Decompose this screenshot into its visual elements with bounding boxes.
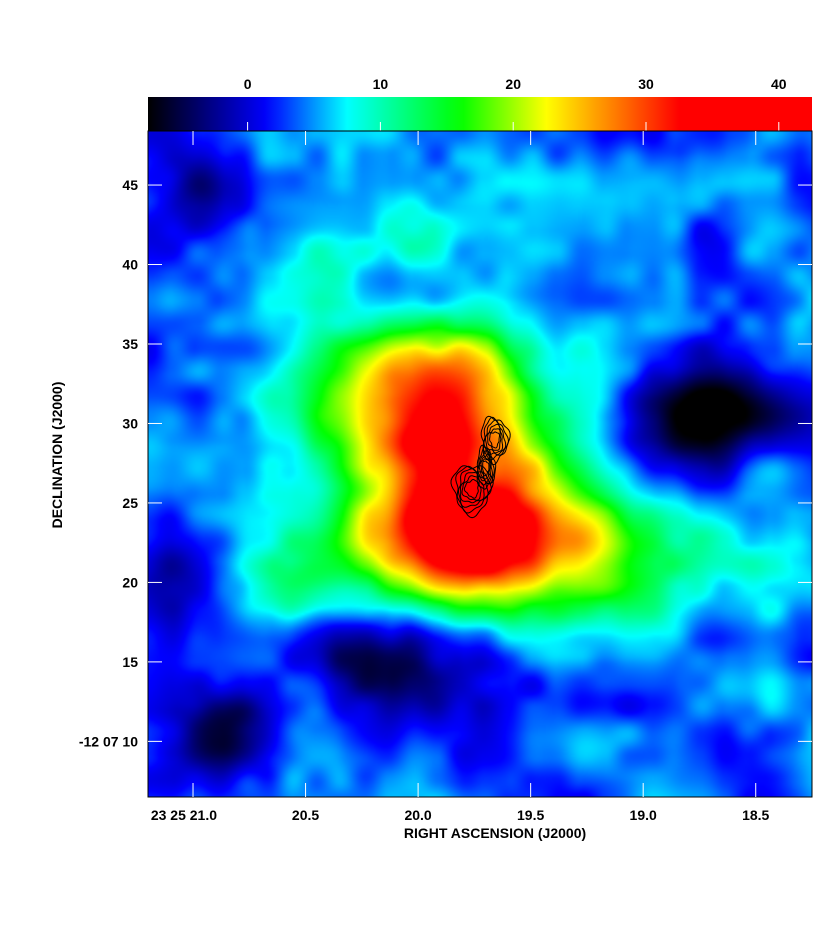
x-tick-label: 18.5 — [742, 807, 769, 823]
contour-line — [477, 449, 493, 485]
colorbar-ticks — [247, 122, 780, 131]
x-tick-label: 20.0 — [404, 807, 431, 823]
colorbar-tick-label: 10 — [373, 76, 389, 92]
x-axis-ticks — [192, 131, 757, 797]
y-tick-label: -12 07 10 — [79, 733, 138, 749]
y-tick-label: 15 — [122, 654, 138, 670]
contour-line — [480, 458, 491, 480]
x-tick-label: 20.5 — [292, 807, 319, 823]
contour-line — [460, 471, 485, 504]
contour-line — [463, 479, 479, 499]
contour-line — [485, 423, 504, 454]
y-tick-label: 20 — [122, 574, 138, 590]
x-axis-tick-labels: 23 25 21.0 20.5 20.0 19.5 19.0 18.5 — [151, 807, 770, 823]
colorbar-tick-label: 40 — [771, 76, 787, 92]
x-tick-label: 19.0 — [630, 807, 657, 823]
y-tick-label: 35 — [122, 336, 138, 352]
colorbar-tick-labels: 0 10 20 30 40 — [244, 76, 787, 92]
y-tick-label: 40 — [122, 257, 138, 273]
map-frame — [147, 130, 813, 798]
y-axis-ticks — [148, 184, 812, 742]
intensity-map — [148, 131, 812, 797]
contour-line — [489, 431, 500, 449]
contour-line — [482, 460, 490, 477]
contour-line — [461, 475, 482, 501]
x-tick-label: 19.5 — [517, 807, 544, 823]
y-axis-tick-labels: -12 07 10 15 20 25 30 35 40 45 — [79, 177, 138, 749]
y-tick-label: 30 — [122, 415, 138, 431]
y-axis-title: DECLINATION (J2000) — [49, 382, 65, 529]
x-tick-label: 23 25 21.0 — [151, 807, 217, 823]
colorbar-tick-label: 0 — [244, 76, 252, 92]
radio-contours — [450, 415, 511, 519]
x-axis-title: RIGHT ASCENSION (J2000) — [404, 825, 586, 841]
y-tick-label: 45 — [122, 177, 138, 193]
colorbar-tick-label: 30 — [638, 76, 654, 92]
colorbar-tick-label: 20 — [505, 76, 521, 92]
contour-line — [487, 428, 502, 451]
y-tick-label: 25 — [122, 495, 138, 511]
contour-line — [478, 453, 492, 483]
contour-line — [455, 465, 492, 514]
colorbar-gradient — [148, 97, 812, 131]
contour-line — [480, 415, 511, 466]
colorbar: 0 10 20 30 40 — [148, 76, 812, 131]
